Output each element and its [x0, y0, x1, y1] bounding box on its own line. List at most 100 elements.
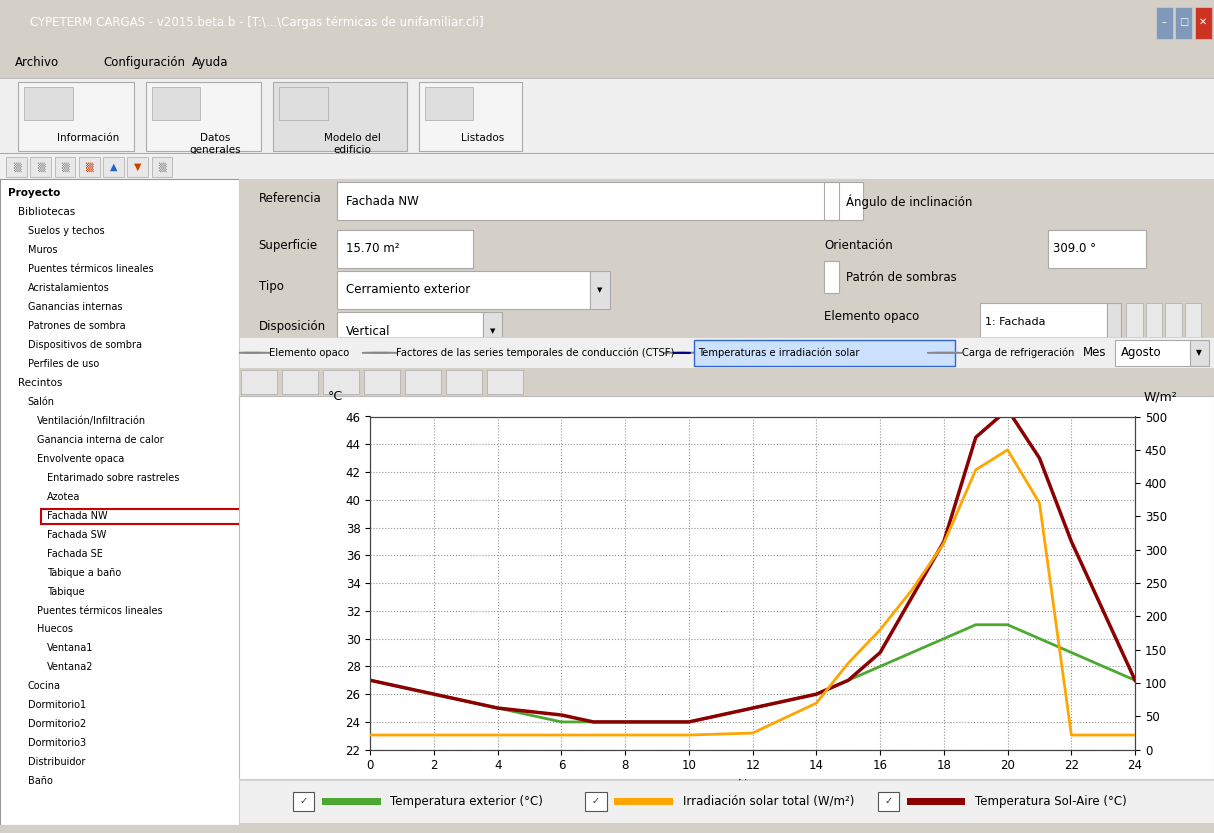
Bar — [404, 370, 441, 394]
Text: ▒: ▒ — [36, 162, 45, 172]
Bar — [1165, 302, 1182, 341]
Text: Temperaturas e irradiación solar: Temperaturas e irradiación solar — [698, 347, 860, 358]
Bar — [1048, 230, 1146, 267]
Text: 0.60: 0.60 — [1054, 357, 1079, 369]
Text: ▼: ▼ — [1197, 348, 1202, 357]
Bar — [273, 82, 407, 151]
Bar — [446, 370, 482, 394]
Text: Recintos: Recintos — [18, 378, 62, 388]
Bar — [127, 157, 148, 177]
Text: Baño: Baño — [28, 776, 52, 786]
Text: Dormitorio1: Dormitorio1 — [28, 701, 86, 711]
Bar — [18, 82, 134, 151]
Text: Modelo del
edificio: Modelo del edificio — [324, 133, 380, 155]
Bar — [152, 157, 172, 177]
Bar — [24, 87, 73, 121]
Text: Ventana1: Ventana1 — [46, 643, 93, 653]
Text: Temperatura Sol-Aire (°C): Temperatura Sol-Aire (°C) — [975, 795, 1127, 808]
Bar — [907, 798, 965, 805]
Text: W/m²: W/m² — [1144, 390, 1178, 403]
Text: Ayuda: Ayuda — [192, 56, 228, 69]
Bar — [322, 798, 380, 805]
Bar — [1048, 344, 1146, 382]
Text: ▼: ▼ — [134, 162, 142, 172]
Bar — [6, 157, 27, 177]
Bar — [79, 157, 100, 177]
Bar — [323, 370, 359, 394]
Text: Referencia: Referencia — [259, 192, 322, 205]
Text: Datos
generales: Datos generales — [189, 133, 242, 155]
Text: Dormitorio2: Dormitorio2 — [28, 719, 86, 729]
Text: Perfiles de uso: Perfiles de uso — [28, 359, 98, 369]
Text: Ganancias internas: Ganancias internas — [28, 302, 121, 312]
Bar — [1175, 7, 1192, 39]
Bar — [1156, 7, 1173, 39]
Bar — [585, 792, 607, 811]
Text: Dispositivos de sombra: Dispositivos de sombra — [28, 340, 142, 350]
Text: Vertical: Vertical — [346, 325, 391, 337]
Text: Ventana2: Ventana2 — [46, 662, 93, 672]
Text: ✕: ✕ — [1199, 17, 1207, 27]
Bar — [1195, 7, 1212, 39]
Text: Salón: Salón — [28, 397, 55, 407]
Text: Superficie: Superficie — [259, 239, 318, 252]
Text: Puentes térmicos lineales: Puentes térmicos lineales — [28, 264, 153, 274]
Bar — [40, 509, 261, 524]
Text: Agosto: Agosto — [1121, 347, 1161, 359]
Text: ✓: ✓ — [884, 796, 892, 806]
Text: Proyecto: Proyecto — [8, 188, 61, 198]
Text: Patrón de sombras: Patrón de sombras — [846, 271, 957, 284]
Bar — [487, 370, 523, 394]
Text: ▒: ▒ — [12, 162, 21, 172]
Bar — [824, 182, 839, 220]
Bar — [240, 370, 277, 394]
Bar — [279, 87, 328, 121]
Text: Distribuidor: Distribuidor — [28, 757, 85, 767]
Text: ✓: ✓ — [592, 796, 600, 806]
Text: Carga de refrigeración: Carga de refrigeración — [961, 347, 1074, 358]
Text: Fachada NW: Fachada NW — [46, 511, 107, 521]
Text: 309.0 °: 309.0 ° — [1054, 242, 1096, 255]
Bar — [590, 271, 609, 309]
Text: Fachada SE: Fachada SE — [46, 549, 102, 559]
Bar — [336, 312, 483, 350]
Bar — [293, 792, 314, 811]
Text: Archivo: Archivo — [15, 56, 58, 69]
Bar — [336, 182, 863, 220]
Text: Irradiación solar total (W/m²): Irradiación solar total (W/m²) — [682, 795, 855, 808]
Text: Orientación: Orientación — [824, 239, 892, 252]
Bar — [1107, 302, 1122, 341]
Text: Fachada SW: Fachada SW — [46, 530, 106, 540]
Text: Ángulo de inclinación: Ángulo de inclinación — [846, 194, 972, 208]
Text: □: □ — [1179, 17, 1189, 27]
Text: °C: °C — [328, 390, 344, 403]
Text: Acristalamientos: Acristalamientos — [28, 283, 109, 293]
Text: Ganancia interna de calor: Ganancia interna de calor — [38, 435, 164, 445]
Text: Muros: Muros — [28, 245, 57, 255]
Bar — [336, 271, 590, 309]
Bar — [1114, 340, 1191, 366]
Text: ▒: ▒ — [85, 162, 93, 172]
Bar — [103, 157, 124, 177]
Text: Patrones de sombra: Patrones de sombra — [28, 321, 125, 331]
Text: Envolvente opaca: Envolvente opaca — [38, 454, 124, 464]
Text: CYPETERM CARGAS - v2015.beta.b - [T:\...\Cargas térmicas de unifamiliar.cli]: CYPETERM CARGAS - v2015.beta.b - [T:\...… — [30, 17, 484, 29]
Bar — [425, 87, 473, 121]
X-axis label: Hora: Hora — [738, 778, 767, 791]
Text: Temperatura exterior (°C): Temperatura exterior (°C) — [390, 795, 543, 808]
Text: Cerramiento exterior: Cerramiento exterior — [346, 283, 471, 297]
Bar — [980, 302, 1107, 341]
Text: Mes: Mes — [1083, 347, 1107, 359]
Text: ▒: ▒ — [158, 162, 166, 172]
Text: Listados: Listados — [461, 133, 504, 143]
Bar — [1185, 302, 1202, 341]
Text: Absortividad: Absortividad — [824, 352, 898, 365]
Text: Disposición: Disposición — [259, 320, 325, 333]
Text: Puentes térmicos lineales: Puentes térmicos lineales — [38, 606, 163, 616]
Bar — [55, 157, 75, 177]
Text: ▼: ▼ — [490, 328, 495, 334]
Text: Tabique: Tabique — [46, 586, 84, 596]
Text: Tipo: Tipo — [259, 280, 284, 293]
Bar — [614, 798, 673, 805]
Text: 15.70 m²: 15.70 m² — [346, 242, 399, 255]
